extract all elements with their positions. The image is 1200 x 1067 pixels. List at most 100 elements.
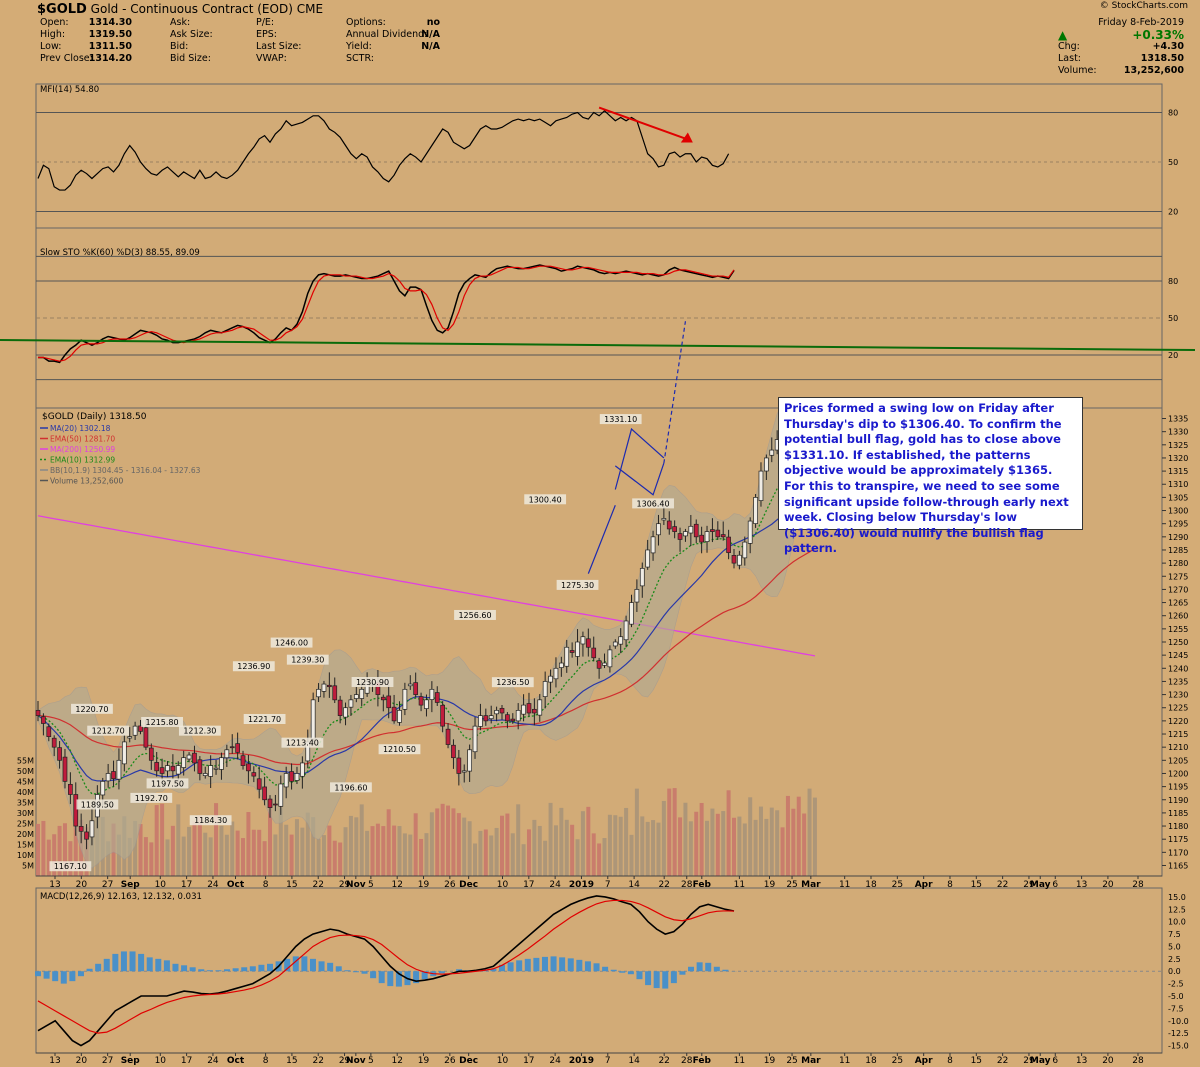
xaxis-bottom-label: 20 (76, 1056, 88, 1066)
candle-body (618, 636, 624, 645)
price-tick-label: 1195 (1168, 783, 1188, 792)
volume-bar (726, 790, 731, 876)
macd-histogram-bar (344, 970, 351, 972)
volume-bar (251, 829, 256, 876)
volume-bar (753, 819, 758, 876)
volume-bar (613, 815, 618, 876)
candle-body (418, 696, 424, 706)
volume-bar (629, 834, 634, 876)
quote-label: P/E: (256, 17, 275, 28)
candle-body (510, 718, 516, 722)
xaxis-top-label: 22 (997, 880, 1008, 890)
volume-bar (257, 829, 262, 876)
volume-bar (181, 836, 186, 876)
volume-bar (510, 833, 515, 876)
macd-histogram-bar (267, 963, 273, 972)
xaxis-bottom-label: 7 (605, 1056, 611, 1066)
candle-body (262, 786, 267, 801)
volume-bar (289, 834, 294, 876)
candle-body (558, 662, 564, 668)
xaxis-bottom-label: 8 (263, 1056, 269, 1066)
xaxis-bottom-label: 15 (971, 1056, 982, 1066)
volume-bar (456, 813, 461, 876)
symbol: $GOLD (37, 2, 87, 17)
volume-tick-label: 35M (17, 799, 34, 808)
volume-bar (413, 813, 418, 876)
xaxis-bottom-label: 19 (418, 1056, 430, 1066)
volume-bar (780, 827, 785, 876)
candle-body (35, 710, 41, 716)
candle-body (407, 683, 413, 687)
xaxis-bottom-label: 19 (764, 1056, 776, 1066)
volume-bar (661, 800, 666, 876)
macd-histogram-bar (163, 960, 170, 972)
macd-histogram-bar (155, 958, 162, 972)
candle-body (202, 773, 208, 776)
candle-body (283, 773, 289, 788)
candle-body (656, 523, 661, 536)
price-tick-label: 1240 (1168, 664, 1188, 673)
volume-bar (785, 795, 790, 876)
exchange: CME (296, 2, 324, 16)
xaxis-bottom-label: 5 (368, 1056, 374, 1066)
candle-body (213, 767, 219, 770)
green-trend-line (0, 339, 1196, 351)
price-tick-label: 1255 (1168, 625, 1188, 634)
xaxis-top-label: 27 (102, 880, 113, 890)
price-label: 1215.80 (146, 718, 179, 727)
macd-histogram-bar (138, 953, 145, 972)
candle-body (467, 749, 472, 772)
candle-body (278, 783, 284, 807)
quote-label: Ask: (170, 17, 191, 28)
volume-bar (262, 841, 267, 876)
volume-bar (203, 832, 208, 876)
volume-bar (246, 812, 251, 876)
candle-body (499, 707, 505, 714)
xaxis-bottom-label: Oct (227, 1056, 245, 1066)
macd-histogram-bar (249, 966, 256, 972)
candle-body (704, 531, 710, 542)
volume-bar (192, 821, 197, 876)
price-label-bg (378, 744, 421, 755)
macd-histogram-bar (43, 971, 50, 979)
candle-body (553, 667, 559, 680)
macd-histogram-bar (696, 962, 703, 972)
quote-label: Yield: (346, 41, 372, 52)
candle-body (747, 520, 753, 544)
flag-pole-line (587, 505, 616, 574)
price-tick-label: 1245 (1168, 651, 1188, 660)
price-label: 1212.70 (92, 727, 125, 736)
volume-bar (651, 820, 656, 876)
legend-entry: Volume 13,252,600 (50, 477, 123, 486)
price-tick-label: 1200 (1168, 769, 1188, 778)
candle-body (424, 699, 429, 709)
candle-body (208, 765, 214, 777)
xaxis-bottom-label: 15 (286, 1056, 297, 1066)
volume-bar (543, 840, 548, 876)
macd-tick-label: -5.0 (1168, 992, 1184, 1001)
volume-bar (219, 825, 224, 876)
mfi-line (37, 110, 730, 191)
candle-body (742, 541, 748, 559)
price-label-bg (76, 799, 119, 810)
candle-body (429, 688, 435, 700)
price-label: 1221.70 (248, 715, 281, 724)
xaxis-top-label: 17 (181, 880, 192, 890)
candle-body (116, 759, 122, 780)
macd-histogram-bar (576, 959, 583, 972)
volume-bar (802, 813, 807, 876)
volume-bar (672, 788, 677, 876)
xaxis-top-label: 6 (1052, 880, 1058, 890)
price-label: 1167.10 (54, 862, 87, 871)
xaxis-bottom-label: 29 (1023, 1056, 1035, 1066)
macd-histogram-bar (301, 956, 308, 972)
chg-label: Chg: (1058, 41, 1080, 52)
volume-bar (321, 835, 326, 876)
macd-histogram-bar (378, 971, 385, 984)
volume-bar (36, 823, 40, 876)
xaxis-top-label: 22 (313, 880, 324, 890)
xaxis-bottom-label: 10 (155, 1056, 167, 1066)
volume-bar (235, 830, 240, 876)
macd-histogram-bar (602, 966, 609, 972)
macd-histogram-bar (533, 957, 540, 972)
